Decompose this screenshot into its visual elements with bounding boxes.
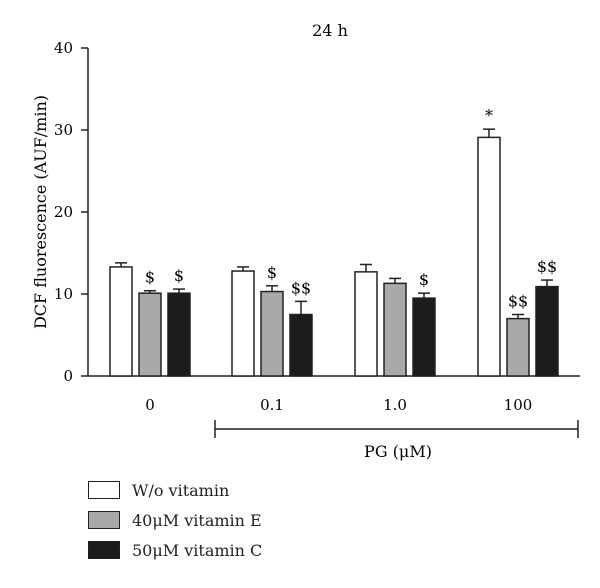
legend: W/o vitamin 40μM vitamin E 50μM vitamin … — [88, 480, 262, 570]
bar — [289, 313, 313, 377]
chart-title: 24 h — [312, 21, 348, 40]
bar — [477, 136, 501, 377]
bar — [138, 292, 162, 377]
legend-item-vitamin-e: 40μM vitamin E — [88, 510, 262, 530]
significance-label: $$ — [291, 278, 311, 297]
bar-chart: 24 h DCF fluorescence (AUF/min) 0 10 20 30 4… — [31, 21, 580, 461]
significance-label: $$ — [537, 257, 557, 276]
legend-swatch-vitamin-c — [88, 541, 120, 559]
x-tick-label: 0 — [145, 396, 155, 414]
y-tick-label: 0 — [63, 367, 73, 385]
x-tick-label: 100 — [504, 396, 533, 414]
bar — [412, 297, 436, 377]
bar — [109, 266, 133, 377]
legend-swatch-vitamin-e — [88, 511, 120, 529]
significance-label: $ — [145, 268, 155, 287]
pg-bracket — [214, 420, 579, 438]
bar — [535, 285, 559, 377]
y-tick-label: 40 — [54, 39, 73, 57]
x-tick-label: 1.0 — [383, 396, 407, 414]
y-tick-label: 10 — [54, 285, 73, 303]
y-tick-label: 30 — [54, 121, 73, 139]
legend-item-wo-vitamin: W/o vitamin — [88, 480, 262, 500]
legend-label: 40μM vitamin E — [132, 510, 262, 530]
significance-label: $ — [419, 270, 429, 289]
y-tick-label: 20 — [54, 203, 73, 221]
bar — [506, 317, 530, 377]
legend-label: W/o vitamin — [132, 480, 230, 500]
legend-item-vitamin-c: 50μM vitamin C — [88, 540, 262, 560]
bar — [260, 290, 284, 377]
bar — [383, 282, 407, 377]
significance-label: $ — [174, 266, 184, 285]
significance-label: * — [485, 106, 493, 125]
bar — [231, 270, 255, 377]
legend-swatch-wo-vitamin — [88, 481, 120, 499]
x-tick-label: 0.1 — [260, 396, 284, 414]
x-axis-label: PG (μM) — [364, 442, 432, 461]
bar — [167, 292, 191, 377]
significance-label: $$ — [508, 292, 528, 311]
legend-label: 50μM vitamin C — [132, 540, 263, 560]
bar — [354, 271, 378, 377]
significance-label: $ — [267, 263, 277, 282]
y-axis-label: DCF fluorescence (AUF/min) — [31, 95, 50, 329]
